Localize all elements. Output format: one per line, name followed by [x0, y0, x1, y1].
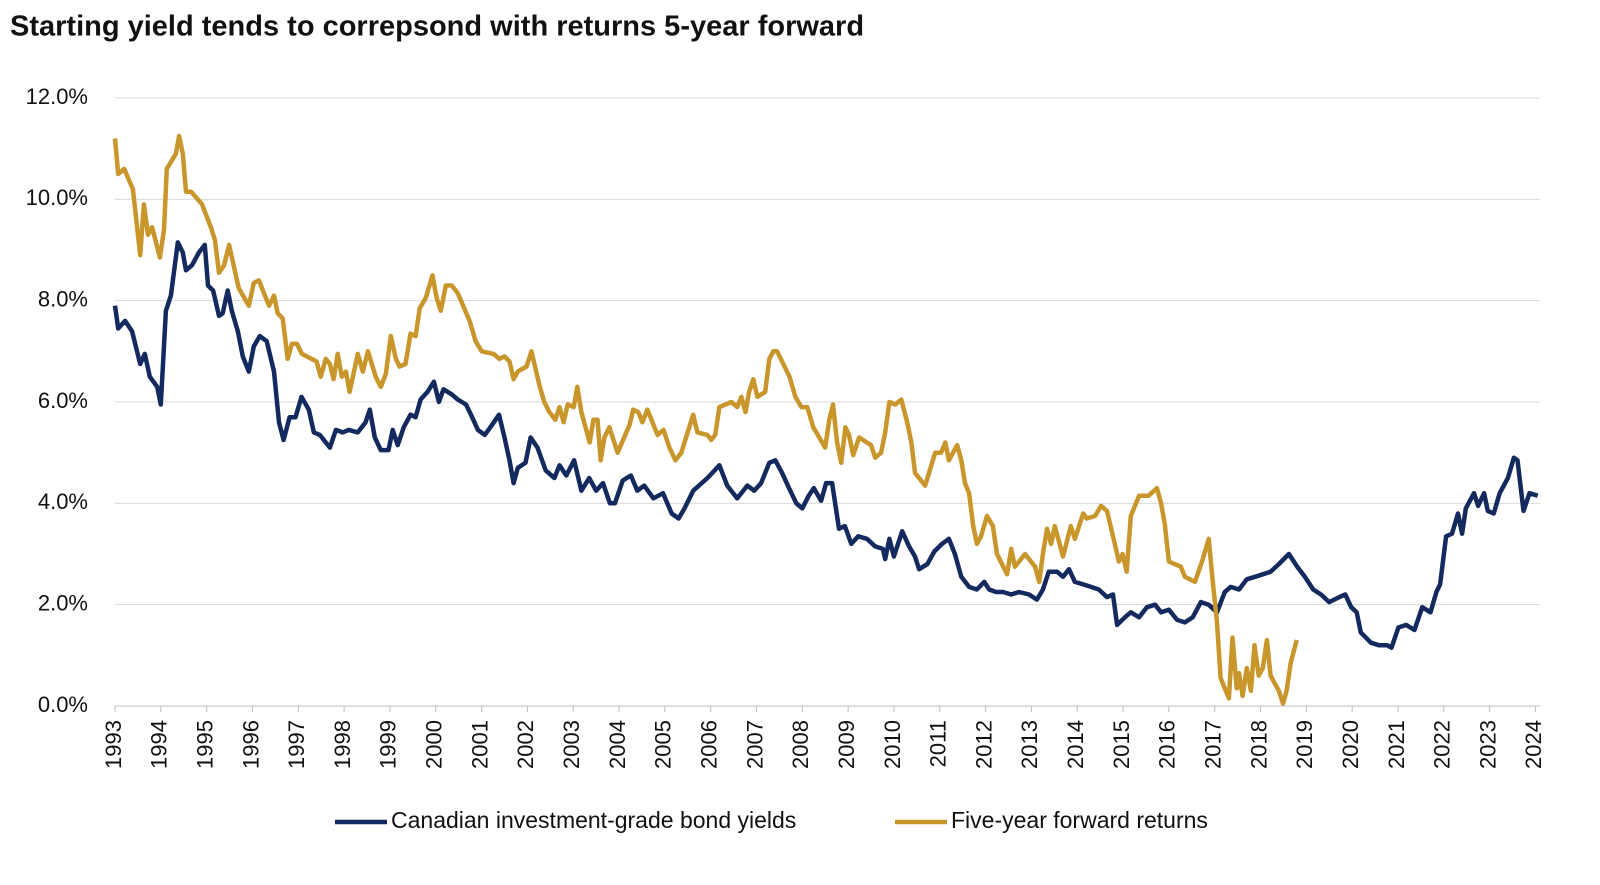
x-tick-label: 1998	[330, 720, 355, 769]
x-tick-label: 2004	[605, 720, 630, 769]
x-tick-label: 2003	[559, 720, 584, 769]
x-tick-label: 2018	[1246, 720, 1271, 769]
series-line	[112, 133, 1299, 706]
x-tick-label: 2024	[1521, 720, 1546, 769]
x-tick-label: 2019	[1292, 720, 1317, 769]
x-tick-label: 1994	[147, 720, 172, 769]
x-tick-label: 2020	[1338, 720, 1363, 769]
x-tick-label: 2000	[422, 720, 447, 769]
x-tick-label: 2001	[467, 720, 492, 769]
x-tick-label: 2022	[1430, 720, 1455, 769]
y-tick-label: 10.0%	[26, 185, 88, 210]
x-tick-label: 2013	[1017, 720, 1042, 769]
x-tick-label: 2006	[696, 720, 721, 769]
x-tick-label: 2002	[513, 720, 538, 769]
x-tick-label: 2023	[1475, 720, 1500, 769]
x-tick-label: 2016	[1155, 720, 1180, 769]
x-tick-label: 2015	[1109, 720, 1134, 769]
legend-label: Canadian investment-grade bond yields	[391, 807, 796, 833]
x-tick-label: 1996	[238, 720, 263, 769]
chart-title: Starting yield tends to correpsond with …	[10, 11, 864, 43]
y-tick-label: 0.0%	[38, 692, 88, 717]
x-tick-label: 2010	[880, 720, 905, 769]
x-tick-label: 1993	[101, 720, 126, 769]
y-tick-label: 6.0%	[38, 388, 88, 413]
x-tick-label: 2008	[788, 720, 813, 769]
y-tick-label: 12.0%	[26, 84, 88, 109]
y-tick-label: 8.0%	[38, 286, 88, 311]
x-tick-label: 2012	[971, 720, 996, 769]
y-tick-label: 4.0%	[38, 489, 88, 514]
x-tick-label: 1997	[284, 720, 309, 769]
x-tick-label: 2005	[651, 720, 676, 769]
x-tick-label: 2014	[1063, 720, 1088, 769]
x-tick-label: 2011	[926, 720, 951, 767]
legend-label: Five-year forward returns	[951, 807, 1208, 833]
x-tick-label: 1995	[192, 720, 217, 769]
x-tick-label: 2009	[834, 720, 859, 769]
x-tick-label: 1999	[376, 720, 401, 769]
x-tick-label: 2021	[1384, 720, 1409, 769]
series-line	[112, 240, 1539, 650]
x-tick-label: 2017	[1200, 720, 1225, 769]
y-tick-label: 2.0%	[38, 590, 88, 615]
x-tick-label: 2007	[742, 720, 767, 769]
